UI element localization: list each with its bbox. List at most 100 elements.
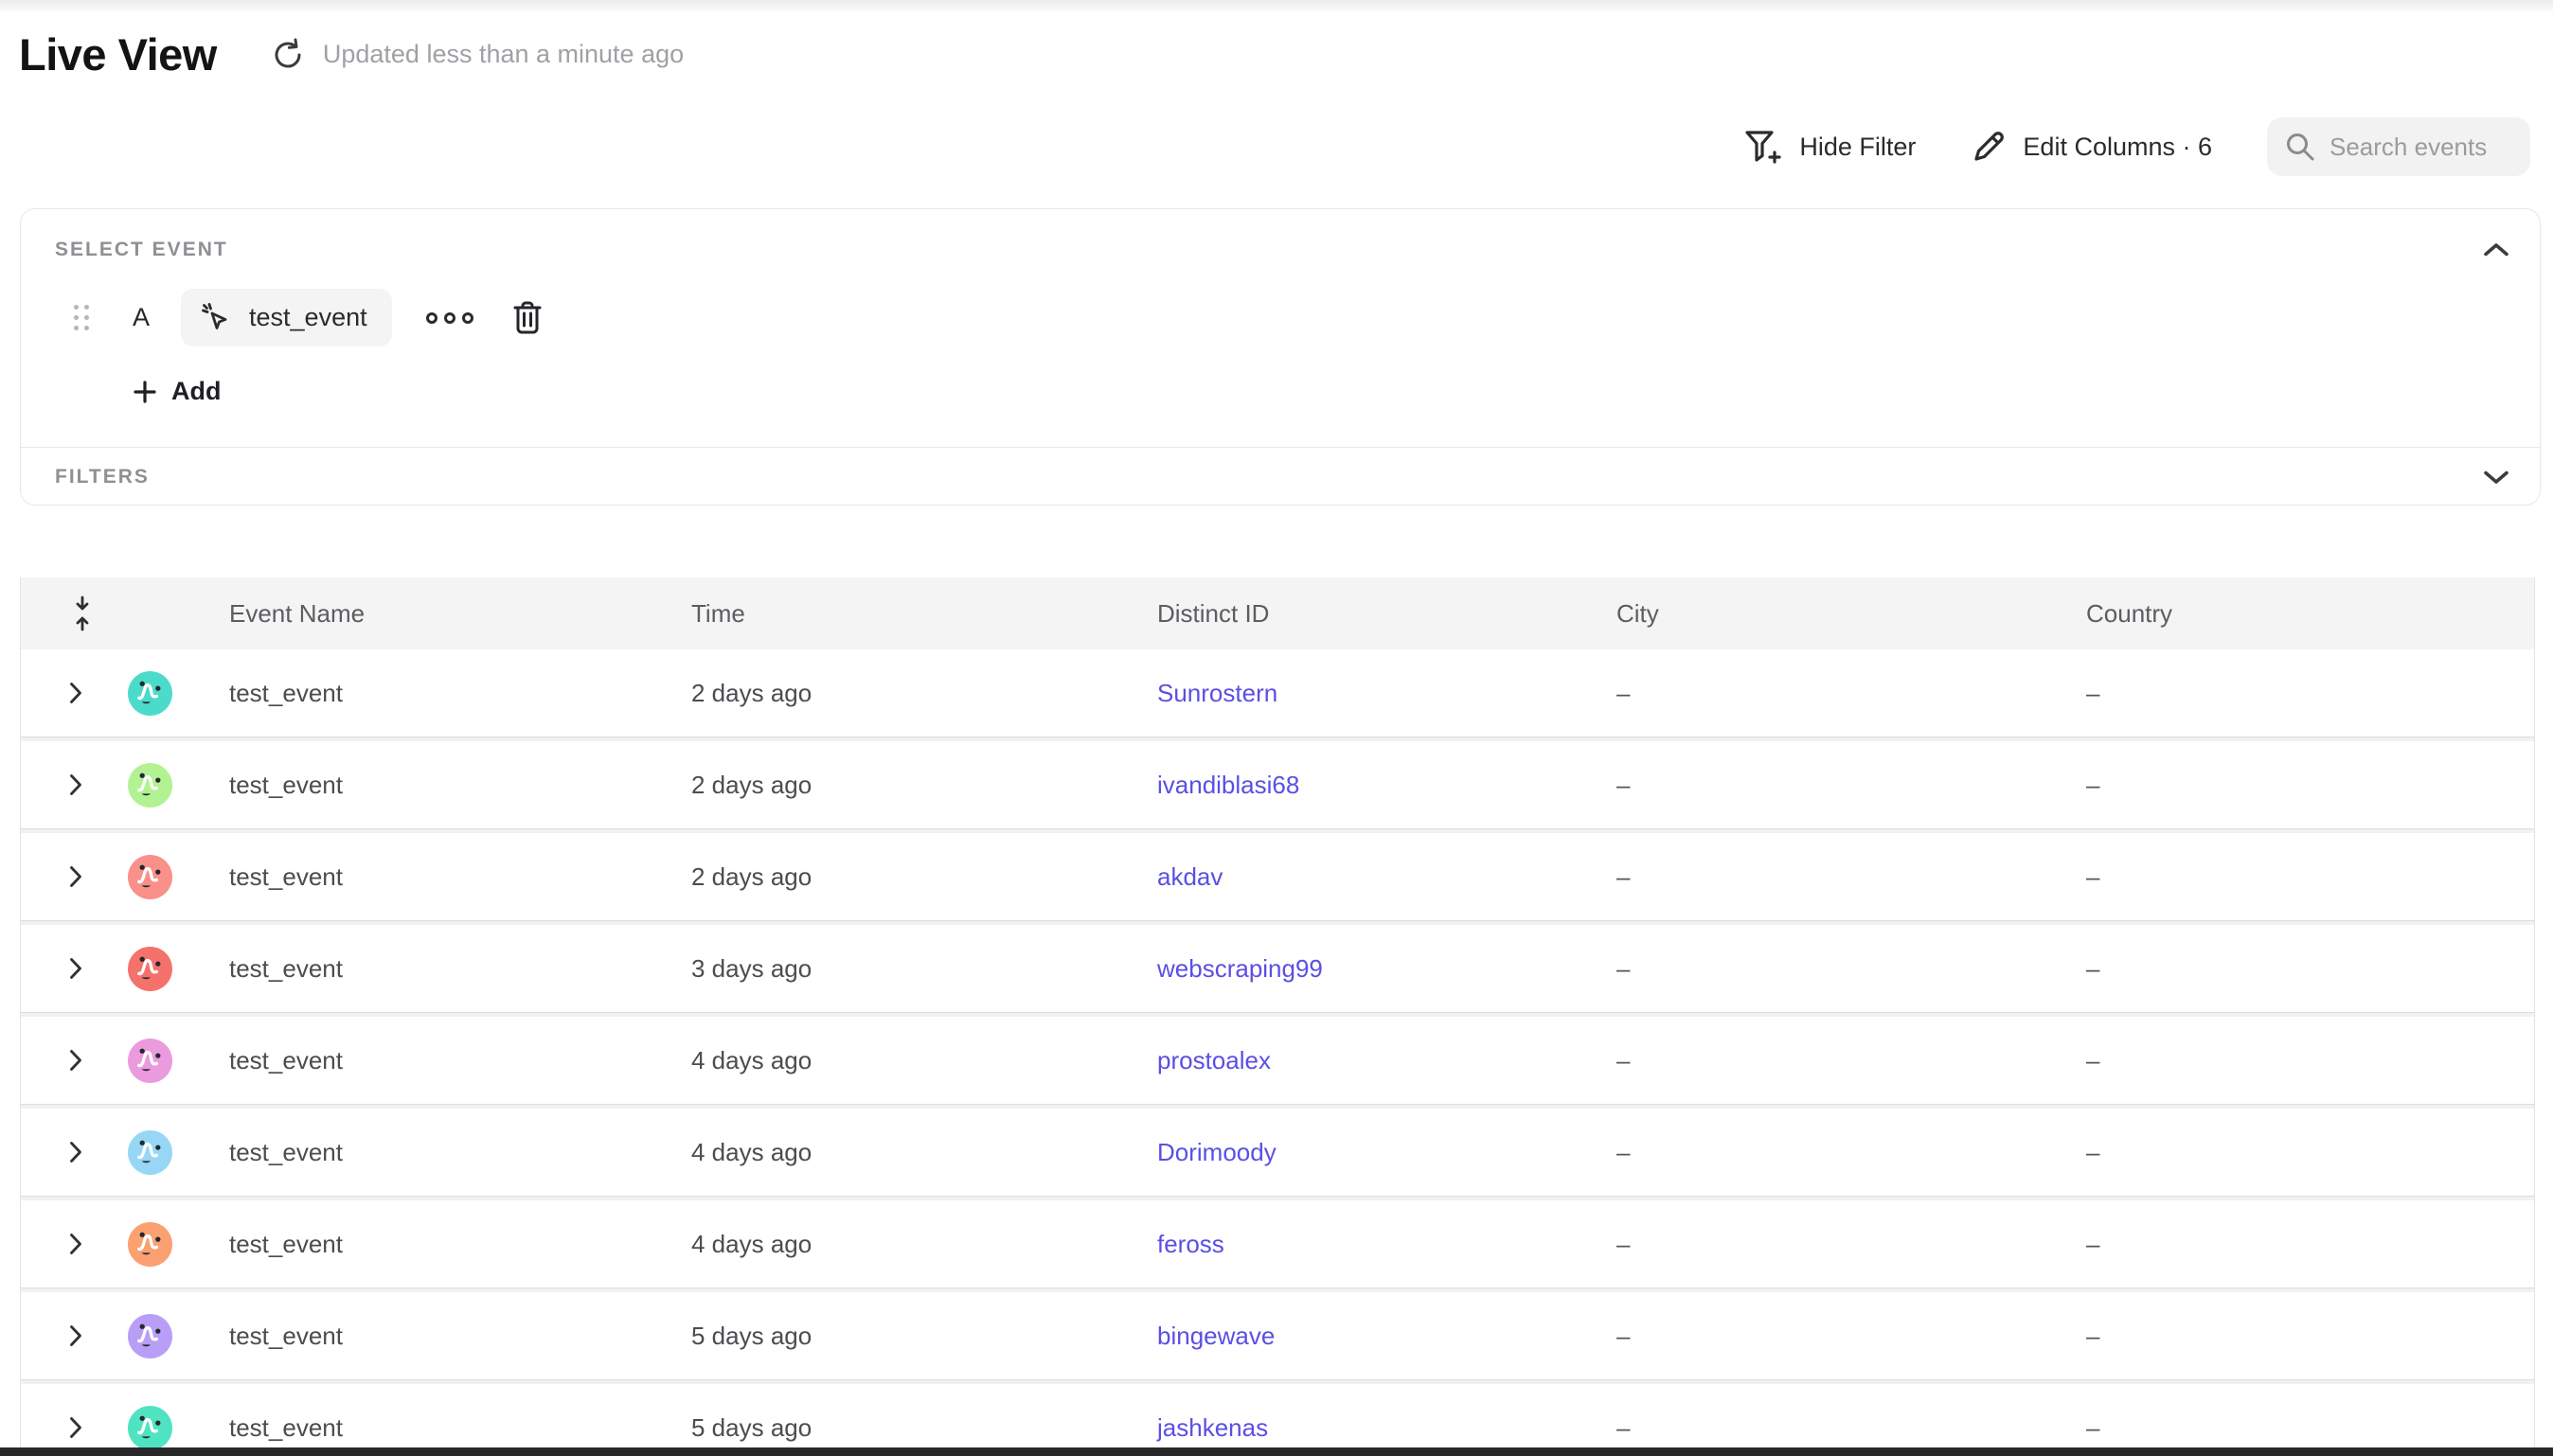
- expand-row-button[interactable]: [68, 1232, 83, 1256]
- chevron-right-icon: [70, 1142, 81, 1163]
- column-header-time[interactable]: Time: [691, 598, 745, 628]
- time-cell: 2 days ago: [691, 770, 812, 799]
- search-input[interactable]: [2330, 132, 2509, 162]
- expand-row-button[interactable]: [68, 956, 83, 981]
- chevron-right-icon: [70, 1417, 81, 1438]
- country-cell: –: [2086, 1229, 2100, 1258]
- country-cell: –: [2086, 678, 2100, 707]
- column-header-city[interactable]: City: [1616, 598, 1659, 628]
- expand-row-button[interactable]: [68, 772, 83, 797]
- user-avatar: [128, 1405, 172, 1450]
- user-avatar: [128, 1129, 172, 1175]
- distinct-id-link[interactable]: bingewave: [1157, 1321, 1276, 1350]
- table-row: test_event 4 days ago Dorimoody – –: [21, 1109, 2534, 1197]
- event-name-cell: test_event: [229, 953, 343, 983]
- distinct-id-link[interactable]: webscraping99: [1157, 953, 1323, 983]
- filters-label: FILTERS: [55, 465, 150, 488]
- time-cell: 2 days ago: [691, 861, 812, 891]
- distinct-id-link[interactable]: ivandiblasi68: [1157, 770, 1300, 799]
- time-cell: 4 days ago: [691, 1229, 812, 1258]
- country-cell: –: [2086, 1137, 2100, 1166]
- distinct-id-link[interactable]: Sunrostern: [1157, 678, 1278, 707]
- search-icon: [2287, 133, 2314, 161]
- add-event-button[interactable]: Add: [133, 377, 221, 406]
- add-label: Add: [171, 377, 222, 405]
- city-cell: –: [1616, 953, 1631, 983]
- event-name-cell: test_event: [229, 1321, 343, 1350]
- table-header: Event Name Time Distinct ID City Country: [21, 577, 2534, 649]
- refresh-button[interactable]: [270, 37, 306, 73]
- events-table: Event Name Time Distinct ID City Country: [20, 577, 2535, 1456]
- expand-row-button[interactable]: [68, 1323, 83, 1348]
- distinct-id-link[interactable]: prostoalex: [1157, 1045, 1271, 1074]
- trash-icon: [513, 301, 542, 333]
- funnel-plus-icon: [1745, 131, 1781, 164]
- event-selector-button[interactable]: test_event: [181, 289, 392, 346]
- chevron-right-icon: [70, 683, 81, 703]
- event-clause-row: A test_event: [55, 289, 2513, 346]
- event-name-cell: test_event: [229, 678, 343, 707]
- collapse-rows-button[interactable]: [66, 591, 98, 636]
- refresh-icon: [275, 38, 301, 68]
- city-cell: –: [1616, 678, 1631, 707]
- drag-handle-icon[interactable]: [74, 305, 89, 330]
- user-avatar: [128, 946, 172, 991]
- plus-icon: [134, 380, 156, 403]
- user-avatar: [128, 1313, 172, 1358]
- column-header-country[interactable]: Country: [2086, 598, 2173, 628]
- chevron-down-icon: [2484, 471, 2508, 484]
- distinct-id-link[interactable]: jashkenas: [1157, 1412, 1269, 1442]
- city-cell: –: [1616, 1412, 1631, 1442]
- city-cell: –: [1616, 1045, 1631, 1074]
- chevron-right-icon: [70, 1234, 81, 1254]
- distinct-id-link[interactable]: akdav: [1157, 861, 1223, 891]
- column-header-distinct-id[interactable]: Distinct ID: [1157, 598, 1270, 628]
- hide-filter-label: Hide Filter: [1799, 132, 1917, 161]
- time-cell: 4 days ago: [691, 1137, 812, 1166]
- chevron-up-icon: [2484, 243, 2508, 257]
- expand-row-button[interactable]: [68, 1415, 83, 1440]
- top-shadow: [0, 0, 2553, 12]
- city-cell: –: [1616, 1321, 1631, 1350]
- city-cell: –: [1616, 1229, 1631, 1258]
- time-cell: 2 days ago: [691, 678, 812, 707]
- table-row: test_event 2 days ago akdav – –: [21, 833, 2534, 921]
- user-avatar: [128, 1038, 172, 1083]
- expand-row-button[interactable]: [68, 1048, 83, 1073]
- chevron-right-icon: [70, 1325, 81, 1346]
- event-name-cell: test_event: [229, 1137, 343, 1166]
- user-avatar: [128, 670, 172, 716]
- table-row: test_event 4 days ago feross – –: [21, 1200, 2534, 1288]
- distinct-id-link[interactable]: feross: [1157, 1229, 1224, 1258]
- click-cursor-icon: [202, 302, 227, 329]
- clause-letter: A: [133, 303, 151, 331]
- country-cell: –: [2086, 861, 2100, 891]
- more-options-button[interactable]: [425, 311, 473, 324]
- table-row: test_event 5 days ago jashkenas – –: [21, 1384, 2534, 1456]
- delete-event-button[interactable]: [511, 300, 544, 336]
- collapse-select-event-button[interactable]: [2479, 238, 2513, 262]
- event-name-cell: test_event: [229, 861, 343, 891]
- chevron-right-icon: [70, 866, 81, 887]
- expand-row-button[interactable]: [68, 864, 83, 889]
- expand-row-button[interactable]: [68, 681, 83, 705]
- hide-filter-button[interactable]: Hide Filter: [1743, 128, 1916, 166]
- chevron-right-icon: [70, 774, 81, 795]
- distinct-id-link[interactable]: Dorimoody: [1157, 1137, 1276, 1166]
- edit-columns-button[interactable]: Edit Columns · 6: [1971, 129, 2212, 165]
- chevron-right-icon: [70, 958, 81, 979]
- city-cell: –: [1616, 861, 1631, 891]
- pencil-icon: [1974, 132, 2005, 161]
- user-avatar: [128, 854, 172, 899]
- country-cell: –: [2086, 770, 2100, 799]
- page-title: Live View: [19, 29, 217, 80]
- expand-row-button[interactable]: [68, 1140, 83, 1164]
- more-options-icon: [425, 311, 437, 324]
- toolbar: Hide Filter Edit Columns · 6: [1743, 117, 2530, 176]
- query-builder-card: SELECT EVENT A test_event: [20, 208, 2541, 506]
- event-name-cell: test_event: [229, 770, 343, 799]
- expand-filters-button[interactable]: [2479, 465, 2513, 489]
- search-events-box[interactable]: [2267, 117, 2530, 176]
- column-header-event-name[interactable]: Event Name: [229, 598, 366, 628]
